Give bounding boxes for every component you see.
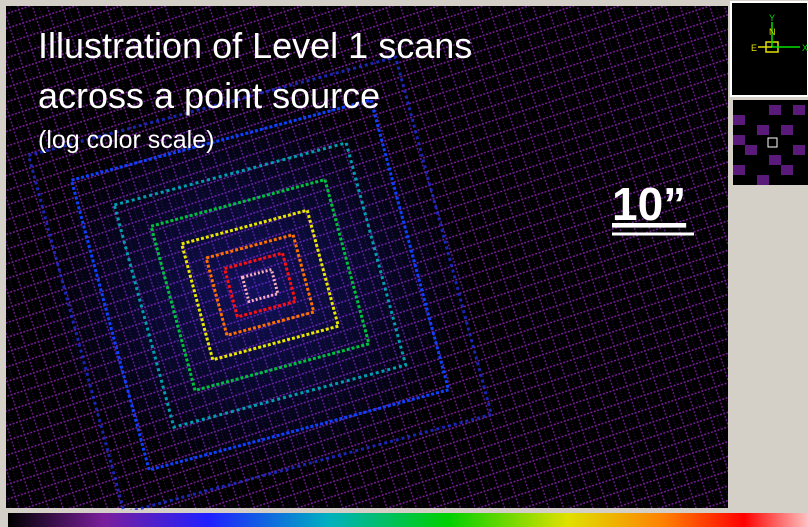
compass-label: Y <box>769 13 775 23</box>
scale-label: 10” <box>612 178 686 230</box>
compass-label: E <box>751 43 757 53</box>
magnifier-cursor <box>767 137 778 148</box>
ring <box>240 267 280 304</box>
subtitle: (log color scale) <box>38 126 214 154</box>
ring <box>204 232 316 338</box>
point-source <box>26 55 494 515</box>
ring <box>26 55 494 515</box>
ring <box>69 98 451 472</box>
title-line: Illustration of Level 1 scans <box>38 25 472 66</box>
compass-label: N <box>769 27 776 37</box>
ring <box>179 208 341 362</box>
title-line: across a point source <box>38 75 380 116</box>
source-halo <box>35 100 475 480</box>
panner <box>730 1 808 97</box>
compass-label: X <box>802 43 808 53</box>
ring <box>149 177 371 393</box>
colorbar <box>8 513 808 527</box>
magnifier-pixels <box>733 105 805 185</box>
ring <box>112 141 408 429</box>
